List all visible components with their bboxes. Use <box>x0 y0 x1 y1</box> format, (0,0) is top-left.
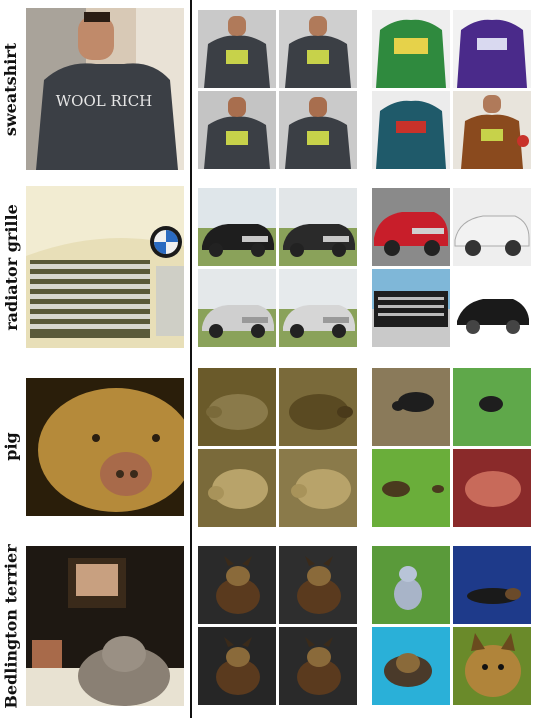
terrier-real-blue-lying <box>453 546 531 624</box>
sweatshirt-generated-3 <box>198 91 276 169</box>
terrier-generated-3 <box>198 627 276 705</box>
sweatshirt-generated-4 <box>279 91 357 169</box>
row-label-pig: pig <box>1 431 21 461</box>
row-label-radiator-grille: radiator grille <box>1 203 21 331</box>
pig-generated-3 <box>198 449 276 527</box>
pig-generated-2 <box>279 368 357 446</box>
pig-real-boar-dirt <box>372 368 450 446</box>
sweatshirt-main-photo: WOOL RICH <box>26 8 184 170</box>
terrier-real-closeup <box>453 627 531 705</box>
terrier-generated-4 <box>279 627 357 705</box>
grille-generated-1 <box>198 188 276 266</box>
grille-generated-3 <box>198 269 276 347</box>
grille-generated-2 <box>279 188 357 266</box>
pig-generated-4 <box>279 449 357 527</box>
column-divider <box>190 0 192 718</box>
pig-real-boar-grass <box>453 368 531 446</box>
grille-real-black-car <box>453 269 531 347</box>
terrier-real-grass <box>372 546 450 624</box>
sweatshirt-generated-1 <box>198 10 276 88</box>
terrier-generated-2 <box>279 546 357 624</box>
sweatshirt-real-purple <box>453 10 531 88</box>
sweatshirt-print-text: WOOL RICH <box>56 92 153 110</box>
terrier-real-teal-bed <box>372 627 450 705</box>
pig-generated-1 <box>198 368 276 446</box>
sweatshirt-real-green <box>372 10 450 88</box>
terrier-main-photo <box>26 546 184 706</box>
sweatshirt-generated-2 <box>279 10 357 88</box>
grille-generated-4 <box>279 269 357 347</box>
sweatshirt-real-brown <box>453 91 531 169</box>
grille-real-black-grille <box>372 269 450 347</box>
grille-real-red-car <box>372 188 450 266</box>
row-label-sweatshirt: sweatshirt <box>1 42 21 136</box>
row-label-bedlington-terrier: Bedlington terrier <box>1 543 21 709</box>
terrier-generated-1 <box>198 546 276 624</box>
pig-real-red-tint <box>453 449 531 527</box>
pig-real-grass-field <box>372 449 450 527</box>
pig-main-photo <box>26 378 184 516</box>
sweatshirt-real-teal <box>372 91 450 169</box>
radiator-grille-main-photo <box>26 186 184 348</box>
grille-real-white-car <box>453 188 531 266</box>
